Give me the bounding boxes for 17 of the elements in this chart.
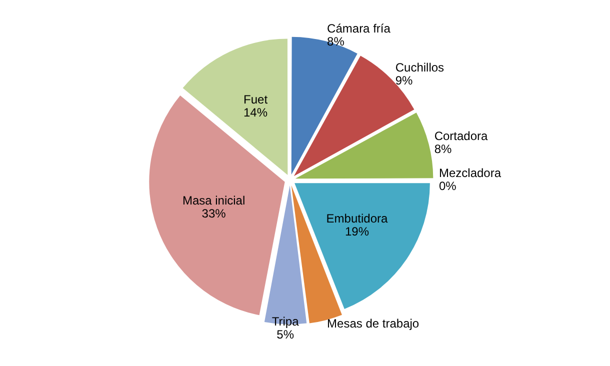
slice-label: Masa inicial bbox=[182, 193, 246, 208]
slice-label: Cortadora bbox=[434, 128, 488, 143]
category-label: Mezcladora bbox=[439, 166, 502, 180]
data-label: 5% bbox=[276, 328, 294, 342]
text: 0% bbox=[439, 178, 456, 193]
data-label: 33% bbox=[202, 206, 226, 220]
slice-label: Cámara fría bbox=[327, 21, 391, 36]
slice-label: Cuchillos bbox=[395, 60, 444, 74]
slice-label: Embutidora bbox=[326, 211, 388, 226]
slice-label: Fuet bbox=[244, 92, 268, 107]
data-label: 9% bbox=[395, 73, 414, 88]
slice-label: Mesas de trabajo bbox=[327, 316, 420, 331]
slice-label: Tripa bbox=[272, 314, 300, 329]
data-label: 8% bbox=[327, 34, 345, 48]
data-label: 14% bbox=[243, 106, 268, 120]
data-label: 8% bbox=[434, 142, 452, 156]
data-label: 19% bbox=[344, 224, 370, 238]
